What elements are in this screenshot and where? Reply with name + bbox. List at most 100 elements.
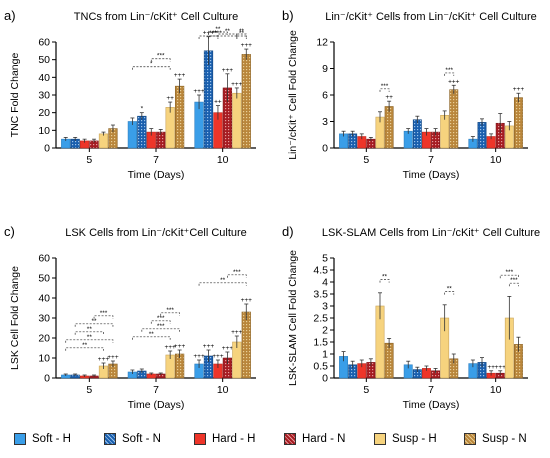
panel-label: a) — [4, 8, 16, 23]
comparison-label: *** — [157, 53, 165, 60]
comparison-bracket — [150, 320, 171, 324]
x-axis-label: Time (Days) — [403, 169, 460, 181]
comparison-label: ** — [239, 30, 245, 37]
significance-annotation: +++ — [448, 78, 460, 85]
comparison-label: ** — [215, 26, 221, 33]
comparison-bracket — [74, 323, 114, 327]
comparison-label: ** — [225, 28, 231, 35]
panel-label: b) — [282, 8, 294, 23]
legend-label-hard-h: Hard - H — [212, 433, 256, 445]
significance-annotation: +++ — [241, 42, 253, 49]
bar-susp-h — [440, 115, 450, 149]
y-tick-label: 3 — [322, 301, 328, 313]
x-tick-label: 5 — [86, 384, 92, 396]
y-tick-label: 1 — [322, 349, 328, 361]
comparison-bracket — [499, 274, 519, 279]
comparison-label: *** — [510, 277, 518, 284]
comparison-label: *** — [233, 269, 241, 276]
significance-annotation: +++ — [193, 353, 205, 360]
comparison-bracket — [379, 88, 390, 92]
comparison-label: ** — [447, 286, 453, 293]
comparison-bracket — [150, 58, 171, 62]
x-axis-label: Time (Days) — [128, 169, 185, 181]
x-tick-label: 7 — [428, 384, 434, 396]
comparison-label: *** — [214, 30, 222, 37]
legend-swatch-hard-h — [194, 433, 206, 445]
y-tick-label: 2 — [322, 325, 328, 337]
significance-annotation: ++ — [385, 94, 393, 101]
bar-soft-n — [203, 50, 214, 149]
legend-item-soft-h: Soft - H — [14, 432, 71, 446]
bar-soft-h — [127, 121, 138, 149]
x-tick-label: 10 — [490, 384, 502, 396]
bar-susp-n — [174, 85, 185, 149]
significance-annotation: +++ — [174, 72, 186, 79]
x-tick-label: 7 — [153, 154, 159, 166]
comparison-label: *** — [209, 30, 217, 37]
y-tick-label: 0 — [322, 373, 328, 385]
significance-annotation: +++ — [212, 353, 224, 360]
significance-annotation: * — [141, 106, 144, 113]
legend-item-susp-h: Susp - H — [374, 432, 437, 446]
comparison-bracket — [236, 33, 247, 37]
legend-label-hard-n: Hard - N — [302, 433, 346, 445]
chart-title: LSK Cells from Lin⁻/cKit⁺Cell Culture — [65, 227, 247, 239]
panel-label: c) — [4, 224, 15, 239]
y-tick-label: 0 — [44, 143, 50, 155]
significance-annotation: ++ — [214, 99, 222, 106]
significance-annotation: +++ — [231, 81, 243, 88]
significance-annotation: +++ — [513, 86, 525, 93]
y-tick-label: 4 — [322, 277, 328, 289]
x-axis-label: Time (Days) — [128, 399, 185, 411]
x-axis-label: Time (Days) — [403, 399, 460, 411]
y-tick-label: 20 — [38, 333, 50, 345]
legend-swatch-soft-h — [14, 433, 26, 445]
y-tick-label: 30 — [38, 313, 50, 325]
y-tick-label: 10 — [38, 353, 50, 365]
chart-title: TNCs from Lin⁻/cKit⁺ Cell Culture — [74, 11, 238, 23]
legend-item-hard-n: Hard - N — [284, 432, 345, 446]
significance-annotation: +++ — [193, 88, 205, 95]
comparison-label: ** — [87, 326, 93, 333]
y-tick-label: 40 — [38, 293, 50, 305]
comparison-bracket — [208, 35, 219, 39]
y-tick-label: 30 — [38, 90, 50, 102]
significance-annotation: +++ — [107, 354, 119, 361]
bar-susp-n — [513, 97, 523, 149]
significance-annotation: +++ — [222, 67, 234, 74]
comparison-label: * — [150, 61, 153, 68]
y-axis-label: TNC Fold Change — [9, 53, 21, 138]
y-axis-label: LSK-SLAM Cell Fold Change — [287, 250, 299, 386]
comparison-bracket — [208, 31, 228, 35]
comparison-bracket — [217, 33, 238, 37]
y-tick-label: 3.5 — [313, 289, 328, 301]
comparison-bracket — [236, 35, 247, 39]
x-tick-label: 10 — [217, 154, 229, 166]
comparison-label: *** — [157, 323, 165, 330]
significance-annotation: +++ — [222, 345, 234, 352]
y-tick-label: 3 — [322, 116, 328, 128]
legend-swatch-susp-h — [374, 433, 386, 445]
bar-soft-n — [412, 119, 422, 149]
significance-annotation: +++ — [98, 356, 110, 363]
x-tick-label: 5 — [363, 154, 369, 166]
chart-title: LSK-SLAM Cells from Lin⁻/cKit⁺ Cell Cult… — [322, 227, 540, 239]
comparison-bracket — [444, 72, 455, 76]
bar-susp-n — [384, 342, 394, 379]
legend-item-soft-n: Soft - N — [104, 432, 161, 446]
bar-soft-n — [477, 122, 487, 149]
y-tick-label: 12 — [316, 37, 328, 49]
bar-susp-n — [241, 311, 251, 379]
x-tick-label: 7 — [428, 154, 434, 166]
y-tick-label: 0.5 — [313, 361, 328, 373]
chart-title: Lin⁻/cKit⁺ Cells from Lin⁻/cKit⁺ Cell Cu… — [325, 11, 537, 23]
comparison-label: ** — [382, 274, 388, 281]
legend-label-soft-n: Soft - N — [122, 433, 161, 445]
significance-annotation: +++ — [164, 344, 176, 351]
comparison-bracket — [508, 282, 519, 287]
comparison-label: *** — [100, 310, 108, 317]
bar-susp-n — [384, 106, 394, 149]
legend-swatch-susp-n — [464, 433, 476, 445]
legend-label-susp-h: Susp - H — [392, 433, 437, 445]
x-tick-label: 7 — [153, 384, 159, 396]
